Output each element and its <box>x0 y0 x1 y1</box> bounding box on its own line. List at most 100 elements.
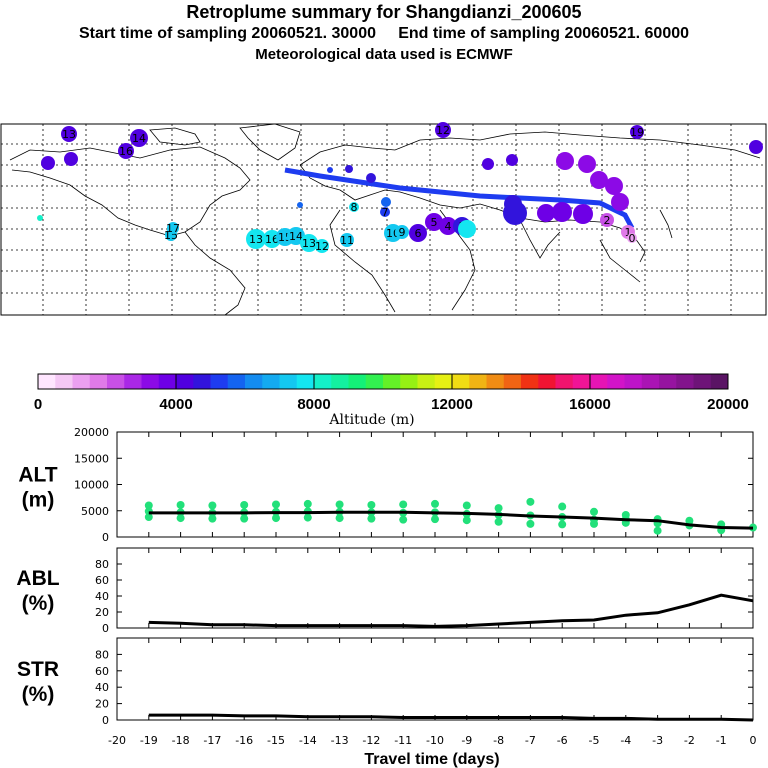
colorbar-tick-label: 12000 <box>431 396 473 413</box>
x-tick-label: -16 <box>235 734 253 747</box>
plume-marker-label: 14 <box>289 230 303 243</box>
chart-title: Retroplume summary for Shangdianzi_20060… <box>186 2 582 22</box>
x-tick-label: -5 <box>589 734 600 747</box>
panel-ylabel-unit: (%) <box>22 683 55 706</box>
y-tick-label: 0 <box>102 531 109 544</box>
plume-marker <box>64 152 78 166</box>
plume-marker-label: 2 <box>604 214 611 227</box>
colorbar-swatch <box>486 374 505 389</box>
alt-point <box>431 499 439 508</box>
plume-marker-label: 8 <box>351 201 358 214</box>
plume-markers: 1314161219151713161514131211109876543210 <box>37 122 763 253</box>
alt-point <box>590 519 598 528</box>
colorbar-label: Altitude (m) <box>328 412 414 428</box>
retroplume-map: 1314161219151713161514131211109876543210 <box>0 122 767 316</box>
colorbar-swatch <box>607 374 625 389</box>
series-line <box>148 713 754 722</box>
colorbar-swatch <box>659 374 677 389</box>
plume-marker <box>246 229 266 249</box>
time-series-panels: 05000100001500020000ALT(m)020406080ABL(%… <box>16 426 757 768</box>
trajectory-line <box>284 167 635 230</box>
x-axis-title: Travel time (days) <box>364 751 499 768</box>
plume-marker <box>340 233 354 247</box>
colorbar-tick-label: 0 <box>34 396 42 413</box>
colorbar-frame <box>37 373 729 390</box>
colorbar-swatch <box>348 374 367 389</box>
colorbar-swatch <box>572 374 591 389</box>
x-tick-label: -15 <box>267 734 285 747</box>
colorbar-swatch <box>124 374 142 389</box>
y-tick-label: 40 <box>95 590 109 603</box>
y-tick-label: 80 <box>95 558 109 571</box>
alt-point <box>303 513 312 522</box>
panel-ylabel-unit: (m) <box>22 489 55 512</box>
plume-marker <box>425 213 443 231</box>
colorbar-swatch <box>590 374 608 389</box>
alt-point <box>367 500 376 509</box>
colorbar-swatch <box>503 374 522 389</box>
y-tick-label: 5000 <box>81 505 109 518</box>
colorbar-swatch <box>279 374 298 389</box>
alt-point <box>526 519 535 528</box>
colorbar-swatch <box>227 374 246 389</box>
alt-point <box>303 499 312 508</box>
plume-marker <box>605 177 623 195</box>
mean-trajectory <box>284 167 635 230</box>
plume-marker <box>573 204 593 224</box>
colorbar-swatch <box>296 374 315 389</box>
plume-marker <box>37 215 43 221</box>
x-tick-label: -18 <box>172 734 190 747</box>
colorbar-swatch <box>72 374 91 389</box>
colorbar-tick-label: 4000 <box>159 396 192 413</box>
colorbar-swatch <box>452 374 470 389</box>
colorbar-swatch <box>314 374 332 389</box>
plume-marker <box>366 173 376 183</box>
plume-marker <box>749 140 763 154</box>
alt-point <box>431 515 439 524</box>
alt-point <box>399 515 408 524</box>
colorbar-swatch <box>331 374 349 389</box>
panel-alt: 0 5000 10000 15000 20000 ALT(m) <box>18 426 757 544</box>
y-tick-label: 40 <box>95 681 109 694</box>
x-tick-label: 0 <box>750 734 757 747</box>
plume-marker-label: 14 <box>132 132 146 145</box>
x-tick-label: -13 <box>331 734 349 747</box>
plume-marker <box>315 239 329 253</box>
alt-point <box>240 500 249 509</box>
alt-point <box>367 514 376 523</box>
colorbar-swatch <box>141 374 160 389</box>
colorbar-swatch <box>245 374 263 389</box>
plume-marker <box>482 158 494 170</box>
x-tick-label: -4 <box>620 734 631 747</box>
colorbar-swatch <box>107 374 125 389</box>
plume-marker-label: 13 <box>249 233 263 246</box>
y-tick-label: 60 <box>95 574 109 587</box>
plume-marker-label: 11 <box>340 234 354 247</box>
plume-marker <box>600 213 614 227</box>
plume-marker <box>167 222 179 234</box>
plume-marker <box>611 193 629 211</box>
plume-marker <box>381 197 391 207</box>
y-tick-label: 20000 <box>74 426 109 439</box>
plume-marker <box>409 224 427 242</box>
colorbar-swatch <box>89 374 108 389</box>
plume-marker-label: 9 <box>399 226 406 239</box>
alt-point <box>494 504 503 513</box>
x-tick-label: -9 <box>461 734 472 747</box>
plume-marker <box>297 202 303 208</box>
panel-ylabel: ALT <box>18 464 57 487</box>
plume-marker-label: 13 <box>62 128 76 141</box>
alt-point <box>526 497 535 506</box>
colorbar-swatch <box>624 374 643 389</box>
plume-marker <box>380 207 390 217</box>
plume-marker-label: 16 <box>265 233 279 246</box>
colorbar-swatch <box>469 374 487 389</box>
plume-marker-label: 17 <box>166 222 180 235</box>
alt-point <box>494 517 503 526</box>
y-tick-label: 10000 <box>74 479 109 492</box>
colorbar-swatch <box>383 374 401 389</box>
plume-marker <box>627 233 637 243</box>
colorbar-swatch <box>176 374 194 389</box>
alt-point <box>208 501 217 510</box>
colorbar-swatch <box>365 374 384 389</box>
